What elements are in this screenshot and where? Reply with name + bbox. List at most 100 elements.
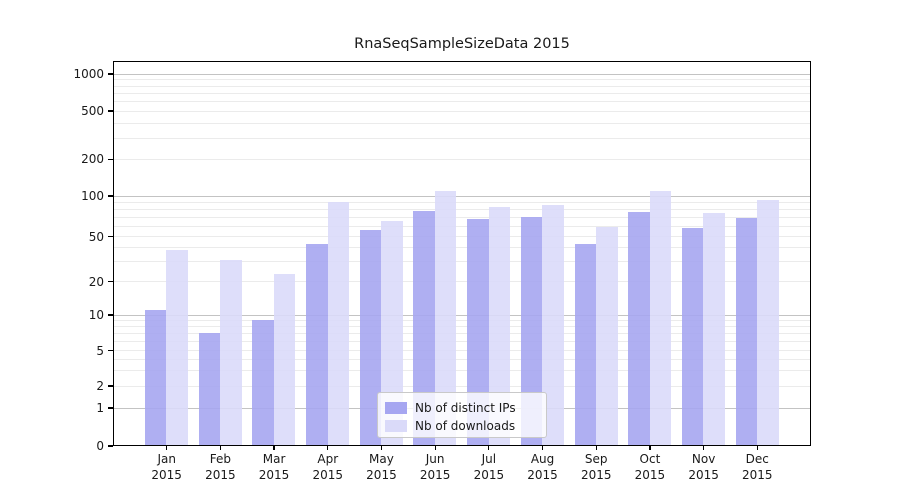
y-axis-tick [108,314,113,316]
year-label: 2015 [688,467,719,482]
bar-downloads-mar [273,274,296,445]
gridline-minor [114,385,810,387]
y-axis-tick-label: 20 [88,274,104,289]
bar-distinct-ips-aug [520,217,543,445]
x-axis-tick-label: Oct 2015 [620,452,680,483]
legend: Nb of distinct IPs Nb of downloads [377,392,547,438]
month-label: Aug [530,452,555,466]
gridline-minor [114,225,810,227]
year-label: 2015 [580,467,612,482]
x-axis-tick-label: May 2015 [351,452,411,483]
x-axis-tick [703,446,705,450]
x-axis-tick-label: Jan 2015 [137,452,197,483]
gridline-minor [114,110,810,112]
y-axis-tick [108,73,113,75]
bar-downloads-nov [703,213,725,445]
gridline-minor [114,79,810,81]
y-axis-tick-label: 1 [96,401,104,415]
gridline-major [114,73,810,75]
bar-distinct-ips-may [359,229,382,445]
bar-downloads-apr [327,201,350,445]
y-axis-tick [108,110,113,112]
bar-distinct-ips-oct [628,211,650,445]
gridline-minor [114,101,810,103]
x-axis-tick [166,446,168,450]
year-label: 2015 [312,467,344,482]
gridline-minor [114,92,810,94]
x-axis-tick-label: Sep 2015 [566,452,626,483]
year-label: 2015 [742,467,773,482]
y-axis-tick-label: 0 [96,439,104,453]
year-label: 2015 [473,467,505,482]
bar-distinct-ips-apr [306,243,328,445]
x-axis-tick-label: Dec 2015 [727,452,787,483]
gridline-major [114,314,810,316]
gridline-minor [114,236,810,238]
y-axis-tick [108,407,113,409]
y-axis-tick-label: 200 [81,152,104,167]
bar-downloads-jan [166,249,188,445]
month-label: Jun [425,452,445,466]
x-axis-tick-label: Apr 2015 [298,452,358,483]
x-axis-tick [756,446,758,450]
bar-downloads-feb [220,259,242,445]
gridline-minor [114,159,810,161]
month-label: Mar [262,452,286,466]
legend-label-downloads: Nb of downloads [415,419,516,433]
x-axis-tick [541,446,544,450]
month-label: Feb [209,452,231,466]
month-label: Oct [639,452,661,466]
x-axis-tick-label: Jul 2015 [459,452,519,483]
bar-downloads-oct [649,191,672,445]
x-axis-tick [649,446,651,450]
bar-distinct-ips-feb [198,333,221,445]
y-axis-tick-label: 100 [81,189,104,203]
bar-distinct-ips-jan [144,310,167,445]
bar-distinct-ips-sep [574,243,597,445]
year-label: 2015 [527,467,558,482]
month-label: Apr [317,452,339,466]
gridline-minor [114,137,810,139]
gridline-minor [114,247,810,249]
x-axis-tick-label: Feb 2015 [190,452,250,483]
year-label: 2015 [205,467,236,482]
x-axis-tick-label: Mar 2015 [244,452,304,483]
month-label: Nov [691,452,716,466]
bar-distinct-ips-jul [467,219,489,445]
gridline-minor [114,261,810,263]
x-axis-tick-label: Jun 2015 [405,452,465,483]
bar-downloads-aug [542,205,564,445]
x-axis-tick [488,446,490,450]
y-axis-tick [108,280,113,283]
month-label: May [369,452,394,466]
gridline-minor [114,85,810,87]
plot-area [113,61,811,446]
gridline-minor [114,333,810,335]
legend-item-downloads: Nb of downloads [385,417,546,435]
gridline-minor [114,201,810,203]
x-axis-tick [273,446,275,450]
legend-swatch-distinct-ips [385,402,407,414]
legend-label-distinct-ips: Nb of distinct IPs [415,401,516,415]
legend-swatch-downloads [385,420,407,432]
year-label: 2015 [366,467,397,482]
month-label: Jul [481,452,497,466]
year-label: 2015 [258,467,290,482]
bar-downloads-sep [596,226,618,445]
y-axis-tick-label: 5 [96,343,104,358]
y-axis-tick [108,158,113,160]
bar-distinct-ips-nov [681,227,704,445]
year-label: 2015 [634,467,666,482]
y-axis-tick-label: 1000 [73,67,104,81]
x-axis-tick [434,446,436,450]
y-axis-tick [108,385,113,387]
x-axis-tick [380,446,383,450]
gridline-minor [114,281,810,283]
month-label: Sep [584,452,608,466]
year-label: 2015 [151,467,182,482]
gridline-minor [114,350,810,352]
y-axis-tick [108,195,113,197]
bar-downloads-jun [434,190,457,445]
bar-distinct-ips-mar [252,320,274,445]
